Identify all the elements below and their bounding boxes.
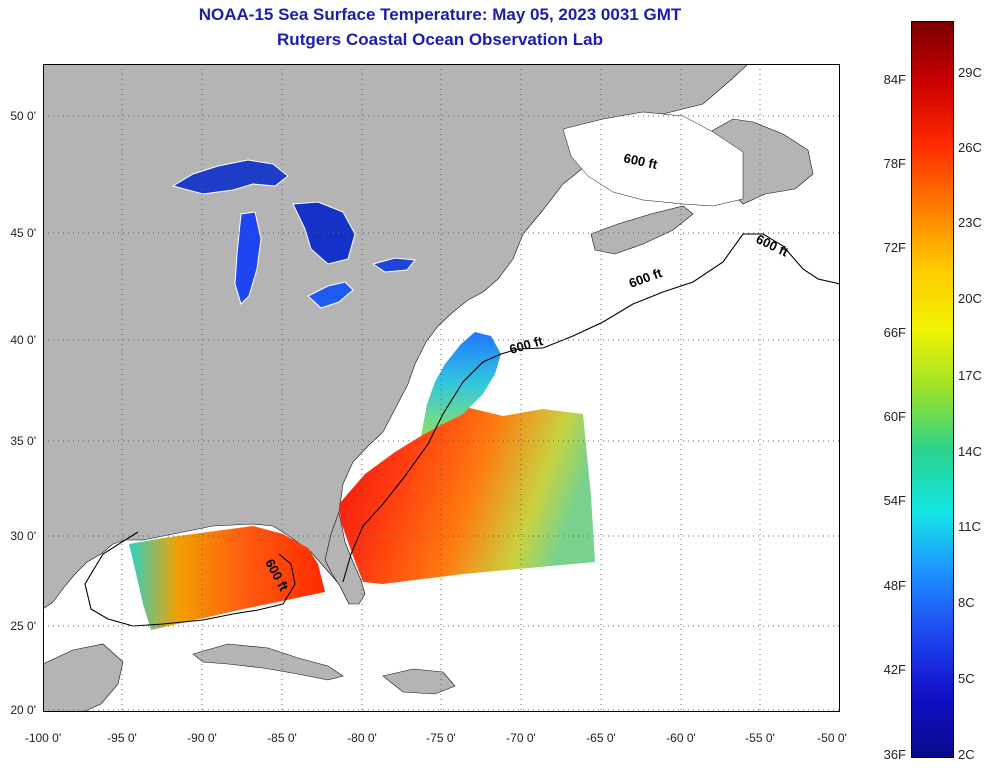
- colorbar-f-54: 54F: [883, 493, 906, 508]
- lon-label-95: -95 0': [107, 731, 137, 745]
- colorbar-f-78: 78F: [883, 156, 906, 171]
- colorbar-c-8: 8C: [958, 595, 975, 610]
- lon-label-100: -100 0': [24, 731, 62, 745]
- lon-label-55: -55 0': [745, 731, 775, 745]
- sst-map[interactable]: 600 ft 600 ft 600 ft 600 ft 600 ft: [43, 64, 840, 712]
- lat-label-50: 50 0': [10, 109, 36, 123]
- lake-ontario: [371, 257, 416, 273]
- colorbar-f-60: 60F: [883, 409, 906, 424]
- colorbar-f-72: 72F: [883, 240, 906, 255]
- colorbar-c-23: 23C: [958, 215, 982, 230]
- sst-swath-gulf: [129, 526, 325, 630]
- graticule: [43, 64, 840, 712]
- land-north-america: [43, 64, 749, 610]
- lake-erie: [307, 281, 354, 309]
- colorbar-c-14: 14C: [958, 444, 982, 459]
- colorbar-f-48: 48F: [883, 578, 906, 593]
- colorbar-c-17: 17C: [958, 368, 982, 383]
- colorbar-c-29: 29C: [958, 65, 982, 80]
- map-title: NOAA-15 Sea Surface Temperature: May 05,…: [198, 5, 682, 24]
- lat-label-35: 35 0': [10, 434, 36, 448]
- lon-label-50: -50 0': [817, 731, 847, 745]
- land-cuba: [192, 643, 344, 681]
- lake-superior: [171, 159, 289, 195]
- lon-label-85: -85 0': [267, 731, 297, 745]
- lake-michigan: [234, 211, 262, 305]
- isobath-600ft: [84, 233, 840, 627]
- land-nova-scotia: [590, 205, 694, 255]
- colorbar-c-5: 5C: [958, 671, 975, 686]
- colorbar-f-66: 66F: [883, 325, 906, 340]
- temperature-colorbar: [911, 21, 954, 758]
- lon-label-65: -65 0': [586, 731, 616, 745]
- lat-label-30: 30 0': [10, 529, 36, 543]
- colorbar-f-84: 84F: [883, 72, 906, 87]
- lat-label-45: 45 0': [10, 226, 36, 240]
- lon-label-70: -70 0': [506, 731, 536, 745]
- colorbar-c-26: 26C: [958, 140, 982, 155]
- sst-swath-atlantic: [339, 404, 595, 584]
- lat-label-40: 40 0': [10, 333, 36, 347]
- isobath-label-2: 600 ft: [754, 231, 792, 260]
- lat-label-20: 20 0': [10, 703, 36, 717]
- isobath-label-4: 600 ft: [508, 333, 545, 357]
- lon-label-60: -60 0': [666, 731, 696, 745]
- colorbar-c-2: 2C: [958, 747, 975, 762]
- colorbar-f-42: 42F: [883, 662, 906, 677]
- land-yucatan: [43, 643, 124, 712]
- lon-label-80: -80 0': [347, 731, 377, 745]
- lon-label-90: -90 0': [187, 731, 217, 745]
- land-hispaniola: [382, 668, 456, 695]
- map-subtitle: Rutgers Coastal Ocean Observation Lab: [277, 30, 603, 49]
- lon-label-75: -75 0': [426, 731, 456, 745]
- colorbar-c-11: 11C: [958, 519, 981, 534]
- colorbar-c-20: 20C: [958, 291, 982, 306]
- isobath-label-1: 600 ft: [622, 150, 659, 172]
- land-florida: [324, 510, 366, 605]
- lat-label-25: 25 0': [10, 619, 36, 633]
- water-st-lawrence: [562, 111, 744, 207]
- isobath-label-3: 600 ft: [627, 265, 665, 291]
- colorbar-f-36: 36F: [883, 747, 906, 762]
